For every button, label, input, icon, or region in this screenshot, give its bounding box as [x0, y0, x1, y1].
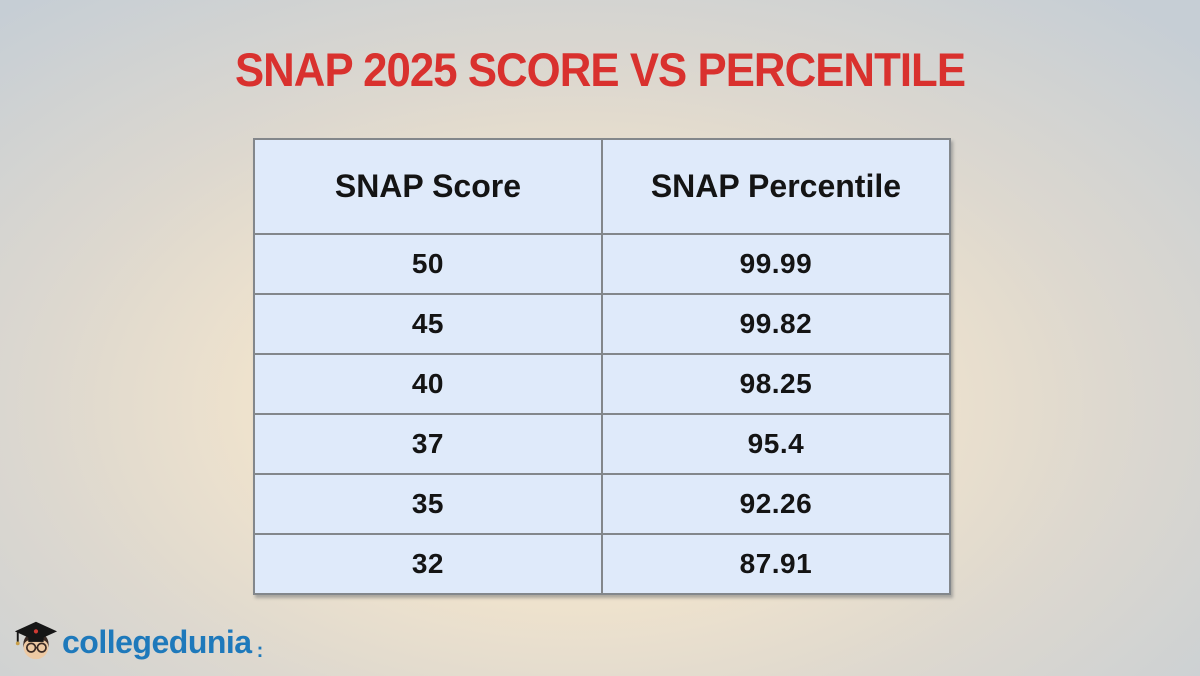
percentile-cell: 87.91: [600, 533, 952, 595]
collegedunia-colon-mark: :: [256, 640, 264, 662]
score-cell: 40: [253, 353, 603, 415]
collegedunia-logo: collegedunia :: [12, 617, 263, 668]
score-cell: 50: [253, 233, 603, 295]
header-snap-percentile: SNAP Percentile: [600, 138, 952, 235]
table-row: 37 95.4: [253, 413, 952, 475]
percentile-cell: 92.26: [600, 473, 952, 535]
collegedunia-mascot-icon: [12, 617, 58, 668]
table-row: 32 87.91: [253, 533, 952, 595]
header-snap-score: SNAP Score: [253, 138, 603, 235]
score-percentile-table: SNAP Score SNAP Percentile 50 99.99 45 9…: [253, 138, 952, 595]
table-row: 45 99.82: [253, 293, 952, 355]
score-cell: 35: [253, 473, 603, 535]
table-header-row: SNAP Score SNAP Percentile: [253, 138, 952, 235]
table-row: 35 92.26: [253, 473, 952, 535]
percentile-cell: 99.82: [600, 293, 952, 355]
percentile-cell: 98.25: [600, 353, 952, 415]
score-cell: 32: [253, 533, 603, 595]
table-row: 40 98.25: [253, 353, 952, 415]
collegedunia-wordmark: collegedunia: [62, 624, 252, 660]
score-cell: 45: [253, 293, 603, 355]
page-title: SNAP 2025 SCORE VS PERCENTILE: [234, 43, 966, 96]
percentile-cell: 99.99: [600, 233, 952, 295]
table-row: 50 99.99: [253, 233, 952, 295]
percentile-cell: 95.4: [600, 413, 952, 475]
score-cell: 37: [253, 413, 603, 475]
